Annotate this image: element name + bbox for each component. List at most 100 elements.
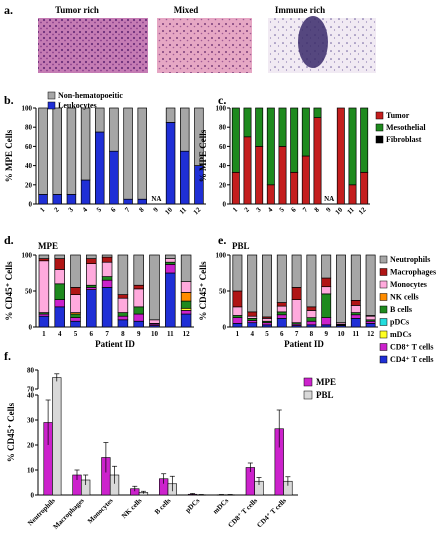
x-tick-label: 11: [167, 330, 174, 338]
bar-segment-macrophages: [54, 258, 65, 270]
bar-segment-non-hematopoeitic: [123, 107, 133, 200]
bar-segment-monocytes: [291, 299, 302, 324]
x-tick-label: 4: [81, 205, 89, 213]
x-tick-label: 1: [231, 205, 239, 213]
bar-segment-leukocytes: [109, 150, 119, 205]
x-tick-label: 12: [357, 205, 368, 216]
x-tick-label: 9: [152, 205, 160, 213]
legend-label: Fibroblast: [386, 135, 422, 144]
bar-segment-mesothelial: [255, 107, 264, 147]
bar-segment-leukocytes: [38, 194, 48, 205]
y-tick-label: 20: [27, 442, 35, 450]
bar-segment-b-cells: [101, 276, 113, 281]
y-tick-label: 40: [27, 392, 35, 400]
x-tick-label: 7: [105, 330, 109, 338]
bar-segment-monocytes: [321, 286, 332, 295]
caption-tumor-rich: Tumor rich: [55, 5, 99, 15]
bar-segment-mesothelial: [360, 107, 369, 173]
legend-swatch: [303, 390, 313, 400]
x-tick-label: 6: [90, 330, 94, 338]
legend-label: Monocytes: [390, 280, 427, 289]
bar-segment-cd4-t-cells: [276, 318, 287, 328]
x-tick-label: 12: [367, 330, 375, 338]
legend-swatch: [375, 135, 384, 144]
bar-segment-neutrophils: [180, 254, 192, 282]
bar-segment-leukocytes: [180, 150, 190, 205]
x-tick-label: 3: [67, 205, 75, 213]
bar-segment-monocytes: [165, 258, 176, 263]
bar-segment-macrophages: [291, 287, 302, 300]
bar-segment-neutrophils: [54, 254, 65, 259]
bar-segment-monocytes: [306, 310, 317, 318]
bar-segment-tumor: [348, 184, 357, 205]
bar-segment-leukocytes: [80, 179, 91, 205]
y-axis-label: % CD45⁺ Cells: [198, 261, 208, 321]
bar-segment-neutrophils: [247, 254, 258, 313]
legend-label: Macrophages: [390, 268, 436, 277]
bar-segment-non-hematopoeitic: [66, 107, 77, 195]
x-tick-label: 7: [301, 205, 309, 213]
x-tick-label: 4: [250, 330, 254, 338]
x-axis-label: Patient ID: [284, 339, 324, 349]
bar-segment-cd4-t-cells: [133, 320, 144, 328]
bar-segment-cd4-t-cells: [232, 323, 243, 328]
bar-segment-monocytes: [232, 306, 243, 316]
y-tick-label: 0: [29, 324, 33, 332]
bar-segment-monocytes: [149, 319, 160, 324]
panel-label-f: f.: [4, 349, 11, 363]
bar-segment-macrophages: [247, 311, 258, 317]
bar-segment-mesothelial: [290, 107, 299, 173]
legend-swatch: [379, 355, 388, 364]
x-tick-label: 1: [236, 330, 240, 338]
x-tick-label: 9: [137, 330, 141, 338]
bar-segment-cd4-t-cells: [38, 315, 50, 328]
x-tick-label: CD8⁺ T cells: [227, 497, 260, 530]
x-tick-label: 12: [192, 205, 203, 216]
panel-label-a: a.: [4, 3, 13, 17]
y-tick-label: 50: [25, 288, 33, 296]
x-tick-label: CD4⁺ T cells: [255, 497, 288, 530]
legend-label: MPE: [316, 377, 336, 387]
bar-segment-b-cells: [70, 313, 81, 318]
bar-segment-non-hematopoeitic: [52, 107, 62, 195]
x-tick-label: 8: [121, 330, 125, 338]
bar-segment-neutrophils: [149, 254, 160, 321]
x-tick-label: 9: [324, 205, 332, 213]
x-tick-label: 11: [178, 205, 189, 216]
x-tick-label: 2: [243, 205, 251, 213]
x-tick-label: pDCs: [184, 497, 202, 515]
lymphoid-aggregate-icon: [298, 16, 328, 68]
x-tick-label: 7: [295, 330, 299, 338]
y-axis-label: % MPE Cells: [198, 129, 208, 182]
panel-label-d: d.: [4, 233, 14, 247]
y-tick-label: 40: [25, 162, 33, 170]
x-tick-label: 6: [289, 205, 297, 213]
y-tick-label: 20: [219, 181, 227, 189]
legend-swatch: [47, 91, 56, 100]
bar-segment-b-cells: [180, 300, 192, 309]
legend-swatch: [379, 318, 388, 326]
bar-segment-neutrophils: [306, 254, 317, 308]
y-tick-label: 40: [219, 162, 227, 170]
y-tick-label: 60: [25, 143, 33, 151]
na-label: NA: [324, 195, 334, 203]
x-tick-label: 4: [266, 205, 274, 213]
legend-label: B cells: [390, 305, 412, 314]
x-tick-label: 7: [123, 205, 131, 213]
y-tick-label: 100: [216, 105, 227, 113]
bar-segment-monocytes: [101, 261, 113, 277]
bar-segment-mesothelial: [243, 107, 252, 138]
legend-swatch: [379, 255, 388, 264]
x-tick-label: 6: [280, 330, 284, 338]
mixed-histology-image: [157, 18, 252, 73]
bar-segment-monocytes: [180, 281, 192, 293]
x-tick-label: 10: [334, 205, 345, 216]
bar-segment-cd8-t-cells: [101, 279, 113, 288]
bar-segment-monocytes: [38, 260, 50, 313]
bar-segment-neutrophils: [86, 254, 97, 259]
bar-segment-neutrophils: [232, 254, 243, 292]
y-tick-label: 100: [22, 105, 33, 113]
caption-mixed: Mixed: [174, 5, 199, 15]
